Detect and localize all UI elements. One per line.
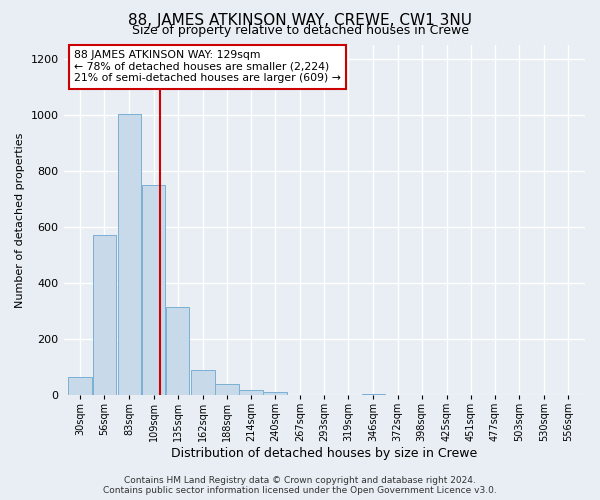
Bar <box>68 377 92 395</box>
Bar <box>92 236 116 395</box>
Bar <box>118 114 141 395</box>
Bar <box>263 392 287 395</box>
Text: 88 JAMES ATKINSON WAY: 129sqm
← 78% of detached houses are smaller (2,224)
21% o: 88 JAMES ATKINSON WAY: 129sqm ← 78% of d… <box>74 50 341 84</box>
Text: 88, JAMES ATKINSON WAY, CREWE, CW1 3NU: 88, JAMES ATKINSON WAY, CREWE, CW1 3NU <box>128 12 472 28</box>
Bar <box>166 307 190 395</box>
Bar <box>362 394 385 395</box>
Bar <box>215 384 239 395</box>
Y-axis label: Number of detached properties: Number of detached properties <box>15 132 25 308</box>
Text: Contains HM Land Registry data © Crown copyright and database right 2024.
Contai: Contains HM Land Registry data © Crown c… <box>103 476 497 495</box>
Text: Size of property relative to detached houses in Crewe: Size of property relative to detached ho… <box>131 24 469 37</box>
X-axis label: Distribution of detached houses by size in Crewe: Distribution of detached houses by size … <box>171 447 478 460</box>
Bar <box>239 390 263 395</box>
Bar <box>142 185 166 395</box>
Bar <box>191 370 215 395</box>
